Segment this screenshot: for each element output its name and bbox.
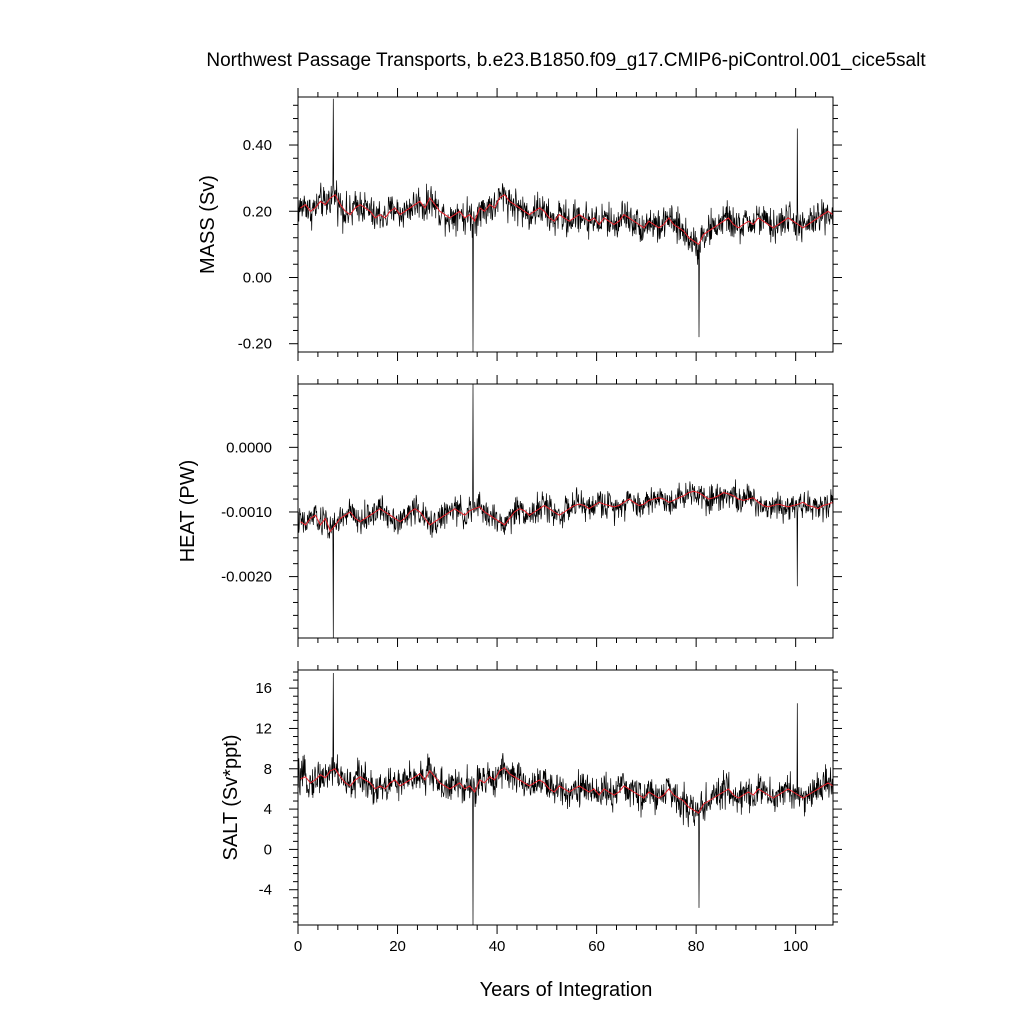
- salt-x-tick-label: 60: [588, 938, 605, 955]
- salt-y-tick-label: 8: [264, 761, 272, 778]
- mass-raw-series-line: [297, 98, 834, 353]
- salt-y-axis-label: SALT (Sv*ppt): [220, 735, 242, 861]
- salt-x-tick-label: 20: [389, 938, 406, 955]
- salt-smoothed-series-line: [300, 767, 834, 814]
- heat-y-tick-label: -0.0020: [221, 569, 272, 586]
- salt-x-tick-label: 100: [783, 938, 808, 955]
- salt-plot-frame: [297, 669, 834, 926]
- mass-smoothed-series-line: [300, 193, 834, 246]
- salt-y-tick-label: 4: [264, 801, 272, 818]
- mass-series-group: -0.20 0.00 0.20 0.40: [238, 88, 842, 361]
- salt-series-group: 0 20 40 60 80 100 -4 0 4 8 12 16: [255, 661, 842, 955]
- salt-x-tick-label: 0: [294, 938, 302, 955]
- salt-raw-series-line: [297, 672, 834, 926]
- heat-series-group: -0.0020 -0.0010 0.0000: [221, 375, 842, 647]
- chart-title: Northwest Passage Transports, b.e23.B185…: [206, 50, 926, 71]
- mass-y-tick-label: 0.00: [243, 269, 272, 286]
- salt-y-tick-label: 16: [255, 680, 272, 697]
- salt-y-tick-label: -4: [259, 882, 272, 899]
- salt-y-tick-label: 0: [264, 841, 272, 858]
- heat-raw-series-line: [297, 383, 834, 639]
- salt-x-tick-label: 80: [688, 938, 705, 955]
- heat-plot-frame: [297, 383, 834, 639]
- heat-smoothed-series-line: [300, 490, 834, 533]
- mass-y-axis-label: MASS (Sv): [197, 175, 219, 274]
- x-axis-label: Years of Integration: [480, 979, 653, 1001]
- mass-y-tick-label: -0.20: [238, 336, 272, 353]
- salt-y-tick-label: 12: [255, 720, 272, 737]
- heat-y-axis-label: HEAT (PW): [177, 460, 199, 563]
- heat-y-tick-label: 0.0000: [226, 439, 272, 456]
- heat-y-tick-label: -0.0010: [221, 504, 272, 521]
- panel-mass: -0.20 0.00 0.20 0.40 MASS (Sv): [197, 88, 842, 361]
- panel-heat: -0.0020 -0.0010 0.0000 HEAT (PW): [177, 375, 842, 647]
- panel-salt: 0 20 40 60 80 100 -4 0 4 8 12 16 SALT (Sv*ppt): [220, 661, 842, 955]
- salt-x-tick-label: 40: [489, 938, 506, 955]
- mass-y-tick-label: 0.20: [243, 203, 272, 220]
- mass-y-tick-label: 0.40: [243, 137, 272, 154]
